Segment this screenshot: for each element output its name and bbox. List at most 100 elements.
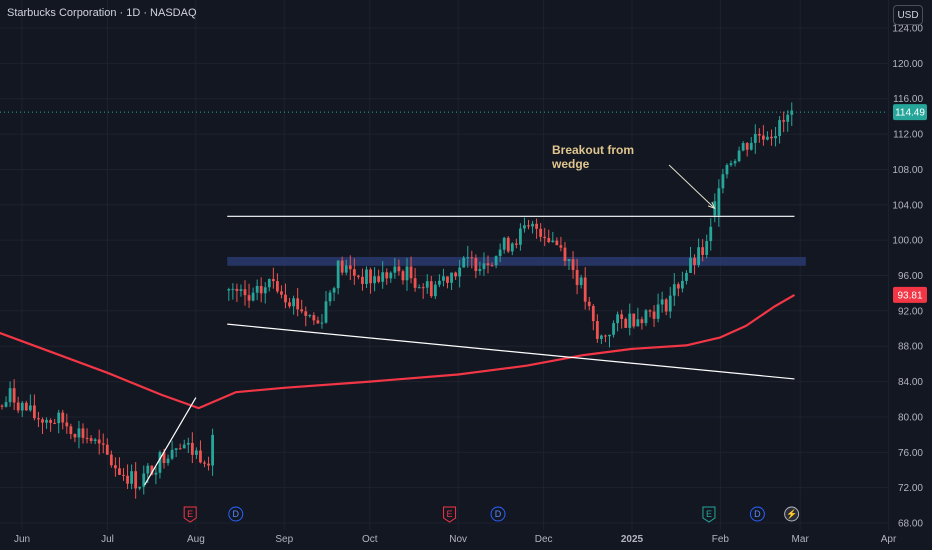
- y-tick-label: 104.00: [892, 200, 923, 211]
- candle-body: [466, 257, 470, 259]
- candle-body: [259, 285, 263, 294]
- event-badge-dividend[interactable]: [228, 506, 244, 522]
- trendlines: [0, 111, 888, 486]
- candle-body: [65, 422, 69, 427]
- candle-body: [312, 315, 316, 321]
- candle-body: [122, 474, 125, 476]
- candle-body: [612, 323, 615, 335]
- event-badge-label: E: [447, 509, 453, 519]
- candle-body: [486, 263, 490, 266]
- candle-body: [668, 295, 672, 312]
- candle-body: [190, 442, 194, 455]
- candle-body: [523, 225, 526, 229]
- candle-body: [697, 247, 700, 265]
- candle-body: [510, 243, 514, 252]
- annotation-text: wedge: [551, 157, 590, 171]
- x-tick-label: 2025: [621, 534, 644, 545]
- candle-body: [118, 468, 121, 475]
- candle-body: [85, 437, 89, 439]
- candle-body: [543, 236, 547, 239]
- candle-body: [288, 302, 291, 307]
- candle-body: [182, 444, 186, 449]
- candle-body: [717, 188, 721, 216]
- candle-body: [255, 285, 259, 293]
- candle-body: [664, 299, 668, 312]
- candle-body: [587, 301, 591, 306]
- event-badge-dividend[interactable]: [749, 506, 765, 522]
- candle-body: [421, 287, 425, 289]
- candle-body: [146, 465, 150, 474]
- event-badge-earnings[interactable]: [183, 506, 197, 523]
- candle-body: [555, 240, 559, 246]
- candle-body: [0, 405, 4, 407]
- candle-body: [519, 228, 522, 245]
- candle-body: [660, 299, 664, 305]
- candle-body: [20, 402, 24, 411]
- candle-body: [150, 465, 154, 475]
- candle-body: [8, 388, 12, 403]
- candle-body: [271, 279, 275, 282]
- candle-body: [438, 280, 441, 285]
- y-tick-label: 108.00: [892, 165, 923, 176]
- candle-body: [600, 335, 603, 339]
- currency-button[interactable]: USD: [893, 5, 923, 25]
- candle-body: [239, 289, 243, 291]
- candle-body: [547, 238, 551, 243]
- event-badge-earnings[interactable]: [702, 506, 716, 523]
- y-tick-label: 84.00: [898, 377, 923, 388]
- y-tick-label: 96.00: [898, 271, 923, 282]
- event-badge-earnings[interactable]: [443, 506, 457, 523]
- event-badge-alert[interactable]: [784, 506, 800, 522]
- trendline-july-trend[interactable]: [144, 397, 197, 486]
- candle-body: [332, 288, 336, 293]
- x-tick-label: Feb: [712, 534, 730, 545]
- candle-body: [109, 454, 113, 466]
- candle-body: [352, 269, 356, 276]
- symbol-title: Starbucks Corporation · 1D · NASDAQ: [7, 7, 197, 19]
- candle-body: [628, 313, 632, 328]
- last-price-label: 114.49: [895, 108, 925, 119]
- candle-body: [494, 256, 498, 266]
- candle-body: [385, 272, 389, 279]
- candle-body: [344, 265, 348, 273]
- ma-price-tag: [893, 286, 927, 303]
- candle-body: [575, 269, 579, 286]
- price-axis[interactable]: 124.00 120.00 116.00 112.00 108.00 104.00 100.…: [892, 24, 927, 530]
- candle-body: [737, 150, 741, 162]
- trendline-support[interactable]: [227, 323, 795, 380]
- candle-body: [57, 412, 61, 424]
- candle-body: [429, 281, 433, 297]
- candle-body: [401, 271, 405, 281]
- candle-body: [583, 277, 587, 302]
- candle-body: [243, 289, 247, 296]
- candle-body: [348, 265, 352, 270]
- candle-body: [69, 426, 73, 435]
- candle-body: [235, 288, 239, 291]
- x-tick-label: Jun: [14, 534, 30, 545]
- event-badge-label: D: [495, 509, 502, 519]
- candle-body: [729, 163, 733, 166]
- candle-body: [620, 314, 624, 319]
- event-badge-dividend[interactable]: [490, 506, 506, 522]
- annotation-arrow-head: [707, 201, 716, 210]
- candle-body: [154, 472, 158, 475]
- candle-body: [24, 402, 28, 411]
- candle-body: [53, 422, 57, 424]
- candle-body: [203, 462, 206, 464]
- x-tick-label: Nov: [449, 534, 467, 545]
- candle-body: [300, 309, 304, 312]
- candle-body: [595, 321, 599, 339]
- time-axis[interactable]: Jun Jul Aug Sep Oct Nov Dec 2025 Feb Mar Apr: [14, 534, 897, 545]
- candle-body: [733, 161, 737, 164]
- last-price-tag: [893, 104, 927, 121]
- candle-body: [77, 428, 81, 438]
- event-badge-label: ⚡: [786, 508, 797, 520]
- candle-body: [308, 315, 312, 317]
- event-badges[interactable]: E D E D E D ⚡: [183, 506, 800, 523]
- candle-body: [425, 281, 429, 288]
- candle-body: [474, 257, 478, 272]
- candle-body: [284, 294, 287, 303]
- y-tick-label: 116.00: [893, 94, 923, 105]
